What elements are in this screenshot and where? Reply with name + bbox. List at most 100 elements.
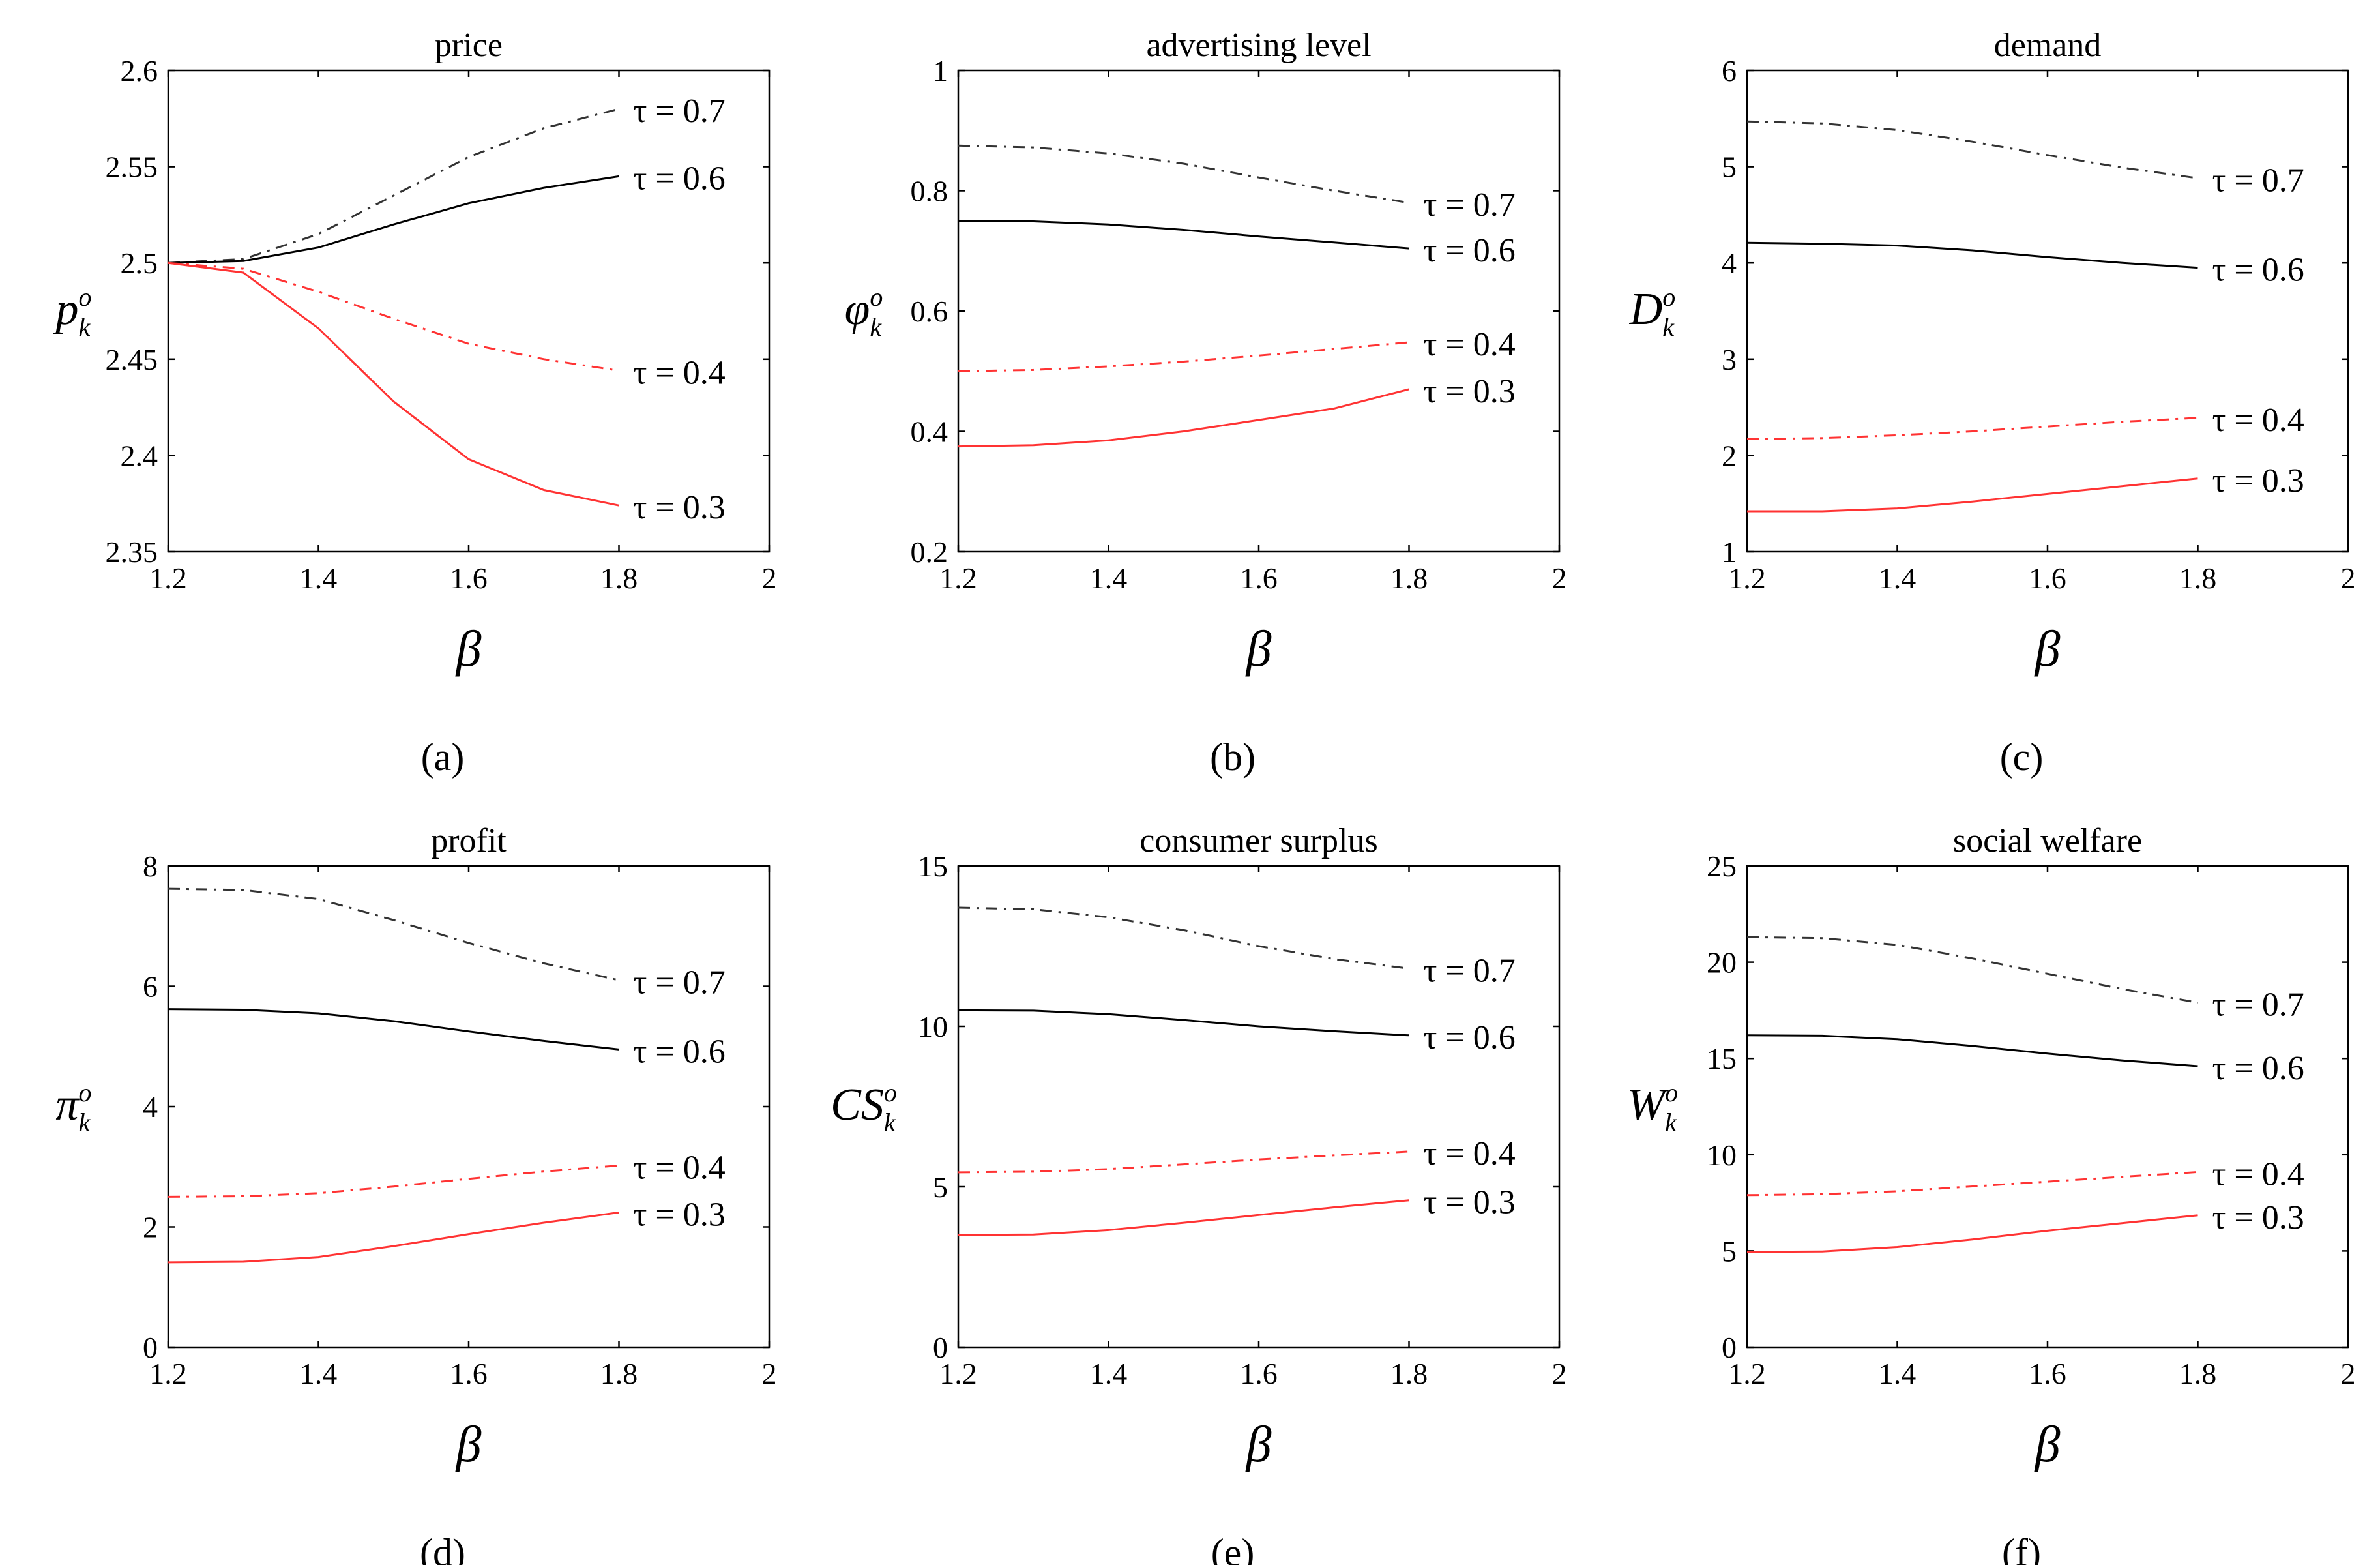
series-line-0.7 <box>958 906 1409 970</box>
y-tick-label: 1 <box>1722 535 1737 569</box>
x-tick-label: 1.8 <box>600 561 638 595</box>
series-label: τ = 0.3 <box>634 489 726 526</box>
panel-caption: (d) <box>420 1531 465 1565</box>
x-tick-label: 1.4 <box>1879 1357 1917 1390</box>
series-label: τ = 0.7 <box>2212 987 2304 1024</box>
y-axis-label: Do k <box>1629 282 1676 342</box>
series-line-0.7 <box>168 108 619 264</box>
chart-panel-e: consumer surplus 1.2 1.4 1.6 1.8 2 0 5 10 15 β CSo k… <box>830 822 1566 1565</box>
x-tick-label: 1.4 <box>300 1357 338 1390</box>
series-line-0.3 <box>168 261 619 507</box>
series-label: τ = 0.7 <box>1424 186 1516 224</box>
y-tick-label: 1 <box>933 54 948 87</box>
y-tick-label: 10 <box>918 1010 948 1043</box>
panel-caption: (e) <box>1211 1531 1255 1565</box>
chart-panel-b: advertising level 1.2 1.4 1.6 1.8 2 0.2 0.4 0.6 0… <box>845 27 1567 779</box>
x-tick-label: 2 <box>1552 561 1567 595</box>
y-tick-label: 5 <box>1722 151 1737 184</box>
series-label: τ = 0.7 <box>634 93 726 130</box>
series-label: τ = 0.4 <box>2212 402 2304 439</box>
series-label: τ = 0.3 <box>634 1196 726 1233</box>
plot-area <box>167 865 771 1349</box>
y-axis-label: Wo k <box>1627 1078 1678 1137</box>
x-tick-label: 1.6 <box>1240 1357 1278 1390</box>
series-line-0.4 <box>958 341 1409 372</box>
chart-panel-d: profit 1.2 1.4 1.6 1.8 2 0 2 4 6 8 β πo k τ = 0.7 τ = 0… <box>55 822 776 1565</box>
series-line-0.7 <box>958 144 1409 204</box>
series-line-0.4 <box>1746 417 2198 440</box>
series-line-0.4 <box>958 1150 1409 1174</box>
x-axis-label: β <box>1245 1416 1272 1472</box>
x-axis-label: β <box>2034 620 2061 677</box>
x-tick-label: 1.4 <box>300 561 338 595</box>
series-label: τ = 0.6 <box>634 160 726 197</box>
series-line-0.3 <box>168 1211 619 1264</box>
chart-panel-c: demand 1.2 1.4 1.6 1.8 2 1 2 3 4 5 6 β Do k τ = 0.7 τ = … <box>1629 27 2356 779</box>
y-tick-label: 2.4 <box>121 439 158 472</box>
x-tick-label: 1.8 <box>600 1357 638 1390</box>
x-tick-label: 2 <box>762 1357 777 1390</box>
y-tick-label: 2.6 <box>121 54 158 87</box>
chart-title: advertising level <box>1146 27 1371 64</box>
x-tick-label: 1.6 <box>1240 561 1278 595</box>
series-label: τ = 0.3 <box>2212 462 2304 499</box>
series-line-0.3 <box>1746 1214 2198 1253</box>
series-label: τ = 0.3 <box>2212 1199 2304 1236</box>
y-tick-label: 0.4 <box>911 415 948 449</box>
x-axis-label: β <box>1245 620 1272 677</box>
series-line-0.6 <box>1746 1034 2198 1067</box>
y-tick-label: 2.45 <box>106 343 158 376</box>
x-tick-label: 1.6 <box>450 1357 488 1390</box>
series-label: τ = 0.6 <box>2212 252 2304 289</box>
chart-title: demand <box>1994 27 2102 64</box>
y-tick-label: 15 <box>1707 1042 1737 1075</box>
y-tick-label: 8 <box>143 850 158 883</box>
series-line-0.4 <box>168 1164 619 1198</box>
series-label: τ = 0.6 <box>1424 232 1516 269</box>
series-label: τ = 0.6 <box>2212 1050 2304 1087</box>
series-line-0.7 <box>168 887 619 981</box>
plot-area <box>957 69 1561 553</box>
x-tick-label: 1.6 <box>2029 1357 2066 1390</box>
series-line-0.4 <box>1746 1170 2198 1197</box>
plot-area <box>167 69 771 553</box>
y-tick-label: 6 <box>143 970 158 1004</box>
y-tick-label: 20 <box>1707 946 1737 979</box>
y-tick-label: 25 <box>1707 850 1737 883</box>
y-tick-label: 0.2 <box>911 535 948 569</box>
x-tick-label: 1.2 <box>149 1357 187 1390</box>
series-line-0.3 <box>958 388 1409 448</box>
series-label: τ = 0.7 <box>2212 162 2304 199</box>
y-axis-label: πo k <box>55 1078 91 1137</box>
x-axis-label: β <box>455 620 482 677</box>
y-tick-label: 4 <box>1722 246 1737 280</box>
series-label: τ = 0.3 <box>1424 1184 1516 1221</box>
y-tick-label: 0.6 <box>911 295 948 328</box>
y-tick-label: 6 <box>1722 54 1737 87</box>
y-axis-label: φo k <box>845 282 883 342</box>
series-line-0.7 <box>1746 936 2198 1004</box>
x-tick-label: 1.6 <box>2029 561 2066 595</box>
y-tick-label: 3 <box>1722 343 1737 376</box>
x-tick-label: 1.8 <box>2179 1357 2217 1390</box>
x-tick-label: 1.8 <box>1390 1357 1428 1390</box>
x-tick-label: 1.2 <box>939 561 977 595</box>
y-tick-label: 5 <box>933 1170 948 1204</box>
y-tick-label: 5 <box>1722 1234 1737 1268</box>
y-tick-label: 2 <box>143 1211 158 1244</box>
x-tick-label: 1.8 <box>1390 561 1428 595</box>
y-tick-label: 2 <box>1722 439 1737 472</box>
chart-title: profit <box>431 822 507 859</box>
x-tick-label: 1.2 <box>1728 1357 1766 1390</box>
y-tick-label: 15 <box>918 850 948 883</box>
y-tick-label: 0 <box>143 1331 158 1364</box>
series-label: τ = 0.4 <box>634 355 726 392</box>
y-axis-label: CSo k <box>830 1078 897 1137</box>
chart-title: price <box>435 27 503 64</box>
x-axis-label: β <box>455 1416 482 1472</box>
series-label: τ = 0.7 <box>634 964 726 1001</box>
y-axis-label: po k <box>53 282 92 342</box>
chart-panel-a: price 1.2 1.4 1.6 1.8 2 2.35 2.4 2.45 2.5 2.55 2.6 β… <box>53 27 777 779</box>
x-tick-label: 1.4 <box>1090 561 1128 595</box>
